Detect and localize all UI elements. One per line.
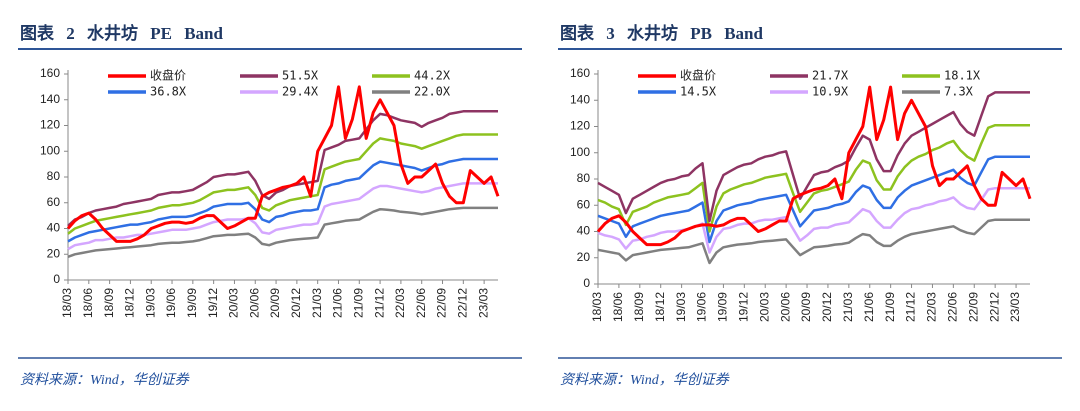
x-tick-label: 20/03 [757,292,771,322]
y-tick-label: 100 [40,143,60,157]
y-tick-label: 140 [40,92,60,106]
x-tick-label: 18/12 [653,292,667,322]
y-tick-label: 100 [570,145,590,159]
x-tick-label: 21/03 [310,288,324,318]
y-tick-label: 20 [47,246,61,260]
x-tick-label: 20/06 [778,292,792,322]
x-tick-label: 19/03 [674,292,688,322]
y-tick-label: 120 [570,119,590,133]
y-tick-label: 160 [570,66,590,80]
x-tick-label: 18/12 [123,288,137,318]
x-tick-label: 19/12 [736,292,750,322]
x-tick-label: 23/03 [1008,292,1022,322]
y-tick-label: 20 [577,250,591,264]
x-tick-label: 21/09 [883,292,897,322]
x-tick-label: 19/06 [695,292,709,322]
x-tick-label: 19/09 [716,292,730,322]
series-line [67,133,498,235]
x-tick-label: 21/09 [351,288,365,318]
legend-label: 51.5X [282,69,319,83]
x-tick-label: 22/06 [414,288,428,318]
x-tick-label: 22/12 [987,292,1001,322]
y-tick-label: 0 [583,276,590,290]
legend-label: 29.4X [282,85,319,99]
series-line [67,182,498,251]
x-tick-label: 18/03 [60,288,74,318]
y-tick-label: 80 [577,171,591,185]
y-tick-label: 0 [53,272,60,286]
series-line [67,157,498,243]
x-tick-label: 19/03 [143,288,157,318]
x-tick-label: 22/09 [435,288,449,318]
x-tick-label: 22/12 [455,288,469,318]
x-tick-label: 20/12 [289,288,303,318]
legend-label: 10.9X [812,85,849,99]
x-tick-label: 19/12 [206,288,220,318]
x-tick-label: 19/06 [164,288,178,318]
legend-label: 收盘价 [680,68,716,83]
x-tick-label: 22/03 [393,288,407,318]
series-line [596,85,1032,247]
x-tick-label: 20/09 [799,292,813,322]
series-line [597,218,1030,265]
y-tick-label: 140 [570,92,590,106]
x-tick-label: 20/03 [227,288,241,318]
series-line [597,123,1030,233]
source: 资料来源：Wind，华创证券 [560,372,730,388]
chart-title: 图表 2 水井坊 PE Band [20,23,224,43]
y-tick-label: 120 [40,118,60,132]
y-tick-label: 80 [47,169,61,183]
x-tick-label: 21/06 [862,292,876,322]
legend-label: 7.3X [944,85,974,99]
x-tick-label: 21/12 [372,288,386,318]
x-tick-label: 18/09 [632,292,646,322]
source: 资料来源：Wind，华创证券 [20,372,190,388]
x-tick-label: 18/03 [590,292,604,322]
x-tick-label: 23/03 [476,288,490,318]
legend-label: 22.0X [414,85,451,99]
series-line [597,91,1030,223]
y-tick-label: 160 [40,66,60,80]
legend-label: 18.1X [944,69,981,83]
x-tick-label: 22/09 [966,292,980,322]
x-tick-label: 22/06 [946,292,960,322]
series-line [67,110,498,227]
y-tick-label: 60 [577,197,591,211]
series-line [67,206,498,258]
x-tick-label: 21/06 [331,288,345,318]
legend-label: 14.5X [680,85,717,99]
legend-label: 36.8X [150,85,187,99]
x-tick-label: 20/06 [247,288,261,318]
y-tick-label: 40 [577,224,591,238]
series-line [66,85,500,243]
x-tick-label: 19/09 [185,288,199,318]
x-tick-label: 22/03 [925,292,939,322]
x-tick-label: 18/06 [611,292,625,322]
y-tick-label: 40 [47,221,61,235]
chart-title: 图表 3 水井坊 PB Band [560,23,764,43]
legend-label: 收盘价 [150,68,186,83]
x-tick-label: 21/03 [841,292,855,322]
x-tick-label: 18/06 [81,288,95,318]
x-tick-label: 21/12 [904,292,918,322]
legend-label: 21.7X [812,69,849,83]
series-line [597,186,1030,254]
y-tick-label: 60 [47,195,61,209]
x-tick-label: 20/09 [268,288,282,318]
legend-label: 44.2X [414,69,451,83]
x-tick-label: 18/09 [102,288,116,318]
x-tick-label: 20/12 [820,292,834,322]
